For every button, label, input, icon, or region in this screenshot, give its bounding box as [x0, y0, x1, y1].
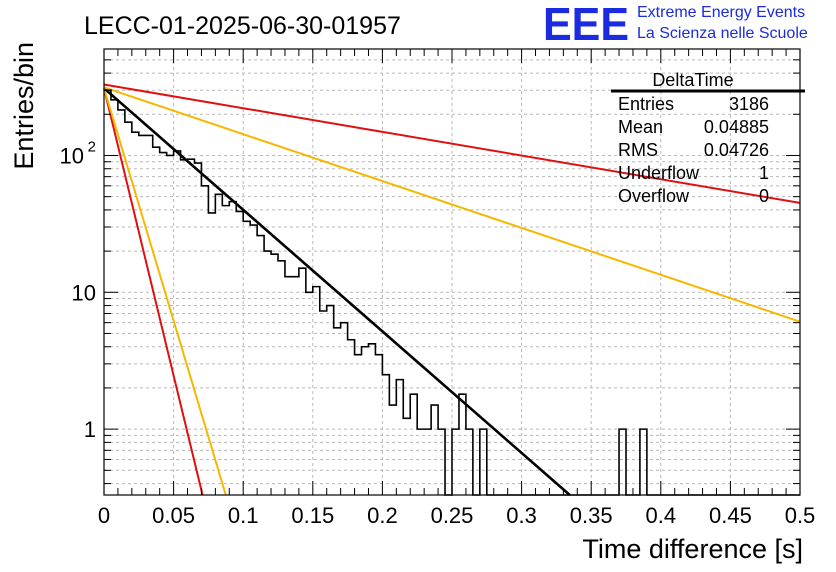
- fit-curve-3: [103, 88, 204, 496]
- stats-entries-label: Entries: [618, 94, 674, 114]
- stats-entries-value: 3186: [729, 94, 769, 114]
- stats-title: DeltaTime: [652, 70, 733, 90]
- stats-mean-label: Mean: [618, 117, 663, 137]
- logo: EEE Extreme Energy Events La Scienza nel…: [543, 0, 808, 50]
- y-axis-label: Entries/bin: [9, 42, 39, 170]
- stats-overflow-label: Overflow: [618, 186, 690, 206]
- stats-overflow-value: 0: [759, 186, 769, 206]
- fit-curve-1: [103, 83, 801, 204]
- stats-mean-value: 0.04885: [704, 117, 769, 137]
- y-tick-label: 1: [84, 417, 96, 442]
- x-tick-label: 0.3: [506, 503, 537, 528]
- x-tick-label: 0.05: [152, 503, 195, 528]
- x-tick-label: 0.35: [570, 503, 613, 528]
- x-axis-label: Time difference [s]: [582, 534, 803, 564]
- axis-ticks: [103, 48, 801, 495]
- y-tick-exponent: 2: [88, 138, 96, 155]
- stats-underflow-value: 1: [759, 163, 769, 183]
- fit-curve-4: [103, 87, 227, 496]
- logo-line1: Extreme Energy Events: [637, 4, 805, 21]
- x-tick-label: 0: [98, 503, 110, 528]
- fit-curve-0: [103, 87, 571, 496]
- chart-title: LECC-01-2025-06-30-01957: [84, 12, 401, 40]
- x-tick-label: 0.45: [709, 503, 752, 528]
- y-tick-label: 10: [72, 280, 96, 305]
- y-tick-label: 10: [60, 143, 84, 168]
- fit-curves: [103, 83, 801, 496]
- x-tick-label: 0.15: [291, 503, 334, 528]
- stats-rms-label: RMS: [618, 140, 658, 160]
- stats-rms-value: 0.04726: [704, 140, 769, 160]
- x-tick-label: 0.2: [367, 503, 398, 528]
- logo-mark: EEE: [543, 0, 629, 50]
- stats-underflow-label: Underflow: [618, 163, 700, 183]
- x-tick-label: 0.4: [646, 503, 677, 528]
- x-tick-labels: 0 0.05 0.1 0.15 0.2 0.25 0.3 0.35 0.4 0.45 0.5: [98, 503, 815, 528]
- fit-curve-2: [103, 86, 801, 323]
- x-tick-label: 0.25: [431, 503, 474, 528]
- logo-line2: La Scienza nelle Scuole: [637, 25, 808, 42]
- x-tick-label: 0.1: [228, 503, 259, 528]
- stats-box: DeltaTime Entries 3186 Mean 0.04885 RMS …: [611, 70, 805, 206]
- x-tick-label: 0.5: [785, 503, 816, 528]
